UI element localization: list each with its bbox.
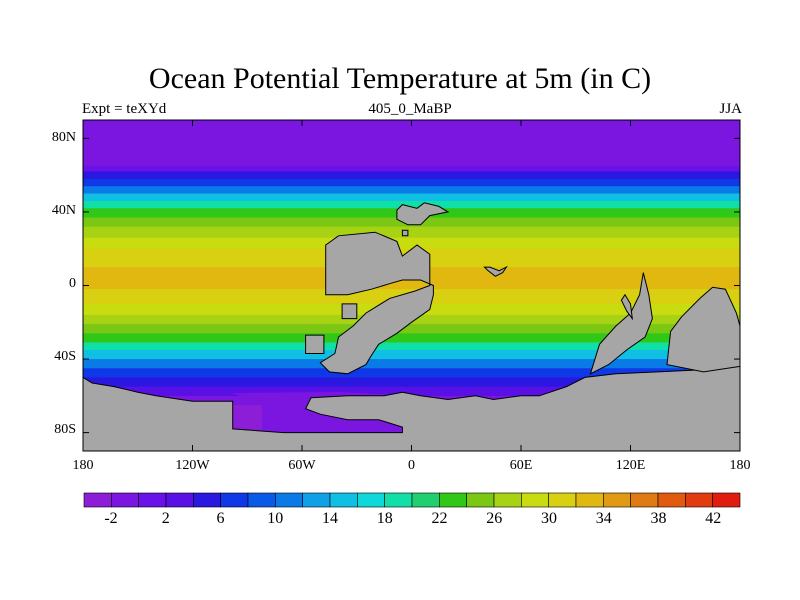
colorbar-swatch xyxy=(83,492,112,508)
colorbar-swatch xyxy=(411,492,440,508)
colorbar-swatch xyxy=(521,492,549,508)
temperature-band xyxy=(83,171,740,180)
temperature-band xyxy=(83,324,740,334)
temperature-band xyxy=(83,120,740,167)
colorbar-swatch xyxy=(165,492,194,508)
x-tick-label: 0 xyxy=(408,458,415,473)
temperature-band xyxy=(83,342,740,351)
colorbar-label: 10 xyxy=(267,510,284,527)
land-polygon xyxy=(341,303,358,320)
land-polygon xyxy=(483,265,508,277)
y-tick-label: 40S xyxy=(54,349,76,364)
colorbar-label: 30 xyxy=(541,510,557,527)
time-label: 405_0_MaBP xyxy=(368,101,452,117)
colorbar-label: 2 xyxy=(161,510,170,527)
colorbar-swatch xyxy=(657,492,686,508)
land-mask xyxy=(83,202,740,451)
colorbar-swatch xyxy=(138,492,167,508)
colorbar-label: 42 xyxy=(705,510,722,527)
x-tick-label: 60W xyxy=(288,458,316,473)
temperature-band xyxy=(83,333,740,344)
colorbar-swatch xyxy=(247,492,276,508)
temperature-band xyxy=(83,178,740,187)
colorbar-swatch xyxy=(630,492,659,508)
land-polygon xyxy=(666,286,740,373)
colorbar-swatch xyxy=(439,492,467,508)
colorbar-label: -2 xyxy=(104,510,118,527)
colorbar-swatch xyxy=(685,492,713,508)
x-tick-label: 120W xyxy=(175,458,210,473)
colorbar-swatch xyxy=(329,492,358,508)
colorbar-swatch xyxy=(603,492,631,508)
colorbar-label: 18 xyxy=(376,510,393,527)
colorbar-swatch xyxy=(548,492,577,508)
temperature-band xyxy=(83,165,740,172)
land-polygon xyxy=(305,334,325,354)
temperature-band xyxy=(83,193,740,202)
temperature-band xyxy=(83,359,740,369)
colorbar-label: 6 xyxy=(216,510,225,527)
plot-title: Ocean Potential Temperature at 5m (in C) xyxy=(148,62,652,95)
temperature-band xyxy=(83,349,740,360)
temperature-band xyxy=(83,386,740,397)
colorbar-label: 26 xyxy=(486,510,503,527)
temperature-band xyxy=(83,237,740,250)
colorbar-swatch xyxy=(384,492,413,508)
y-tick-label: 80S xyxy=(54,422,76,437)
colorbar-swatch xyxy=(220,492,249,508)
land-polygon xyxy=(620,293,634,321)
colorbar-label: 22 xyxy=(431,510,448,527)
x-tick-label: 60E xyxy=(509,458,533,473)
temperature-band xyxy=(83,200,740,209)
colorbar-swatch xyxy=(275,492,303,508)
x-tick-label: 120E xyxy=(615,458,646,473)
colorbar-swatch xyxy=(575,492,604,508)
colorbar-swatch xyxy=(111,492,139,508)
x-tick-label: 180 xyxy=(729,458,751,473)
y-tick-label: 80N xyxy=(51,130,76,145)
colorbar-label: 34 xyxy=(595,510,612,527)
temperature-band xyxy=(83,186,740,195)
colorbar xyxy=(83,492,741,508)
x-tick-label: 180 xyxy=(72,458,94,473)
y-tick-label: 0 xyxy=(69,276,76,291)
colorbar-label: 14 xyxy=(322,510,338,527)
colorbar-swatch xyxy=(712,492,741,508)
land-polygon xyxy=(401,229,409,237)
land-polygon xyxy=(319,231,434,375)
colorbar-swatch xyxy=(193,492,221,508)
y-tick-label: 40N xyxy=(51,203,76,218)
land-polygon xyxy=(589,272,653,375)
land-polygon xyxy=(396,202,450,226)
temperature-band xyxy=(83,226,740,239)
land-polygon xyxy=(83,365,740,451)
axis-ticks xyxy=(82,120,741,451)
colorbar-label: 38 xyxy=(650,510,667,527)
experiment-label: Expt = teXYd xyxy=(82,101,167,117)
season-label: JJA xyxy=(719,101,742,117)
temperature-band xyxy=(83,377,740,388)
colorbar-swatch xyxy=(357,492,385,508)
colorbar-swatch xyxy=(493,492,522,508)
colorbar-swatch xyxy=(466,492,495,508)
temperature-band xyxy=(83,368,740,378)
colorbar-swatch xyxy=(302,492,331,508)
